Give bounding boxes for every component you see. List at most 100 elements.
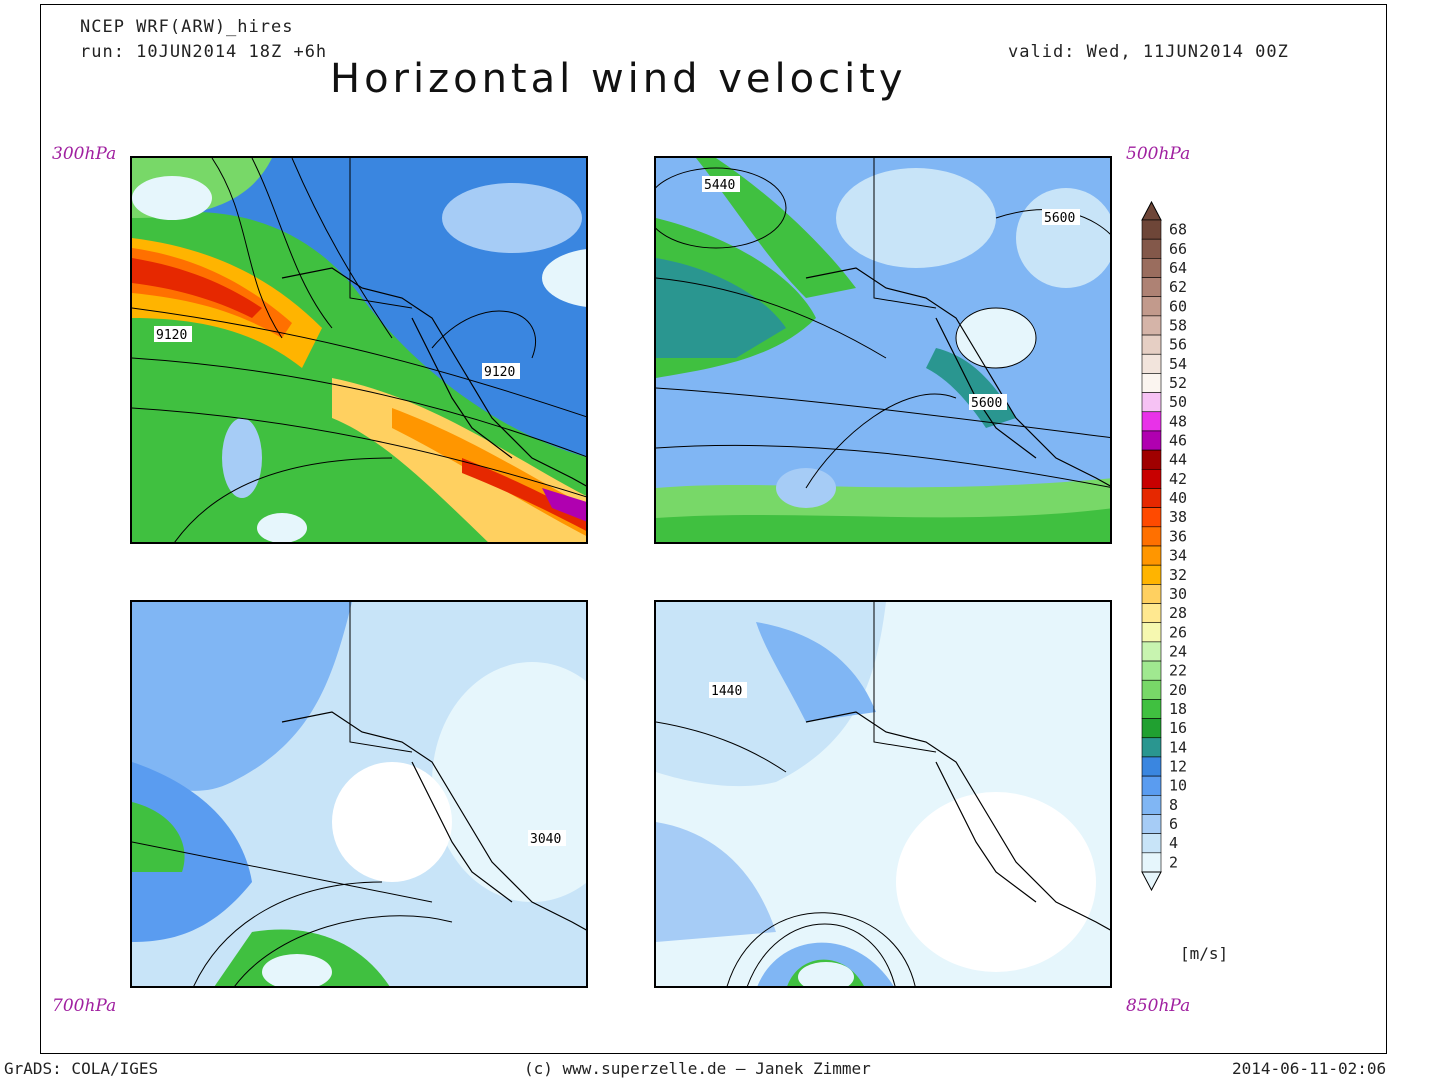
colorbar-swatch: [1141, 775, 1162, 796]
colorbar-swatch: [1141, 238, 1162, 259]
colorbar-swatch: [1141, 353, 1162, 374]
colorbar-swatch: [1141, 603, 1162, 624]
colorbar-tick-label: 60: [1169, 297, 1187, 315]
colorbar-tick-label: 14: [1169, 738, 1187, 756]
colorbar-tick-label: 66: [1169, 240, 1187, 258]
colorbar-swatch: [1141, 315, 1162, 336]
plot-frame: [40, 4, 1387, 1054]
colorbar-swatch: [1141, 584, 1162, 604]
map-panel-500hpa: 5440 5600 5600: [654, 156, 1112, 544]
colorbar-swatch: [1141, 258, 1162, 278]
colorbar-swatch: [1141, 641, 1162, 662]
wind-field-850hpa: 1440: [656, 602, 1110, 986]
colorbar-tick-label: 64: [1169, 259, 1187, 277]
colorbar-swatch: [1141, 296, 1162, 317]
colorbar-swatch: [1141, 507, 1162, 528]
colorbar-swatch: [1141, 852, 1162, 873]
map-panel-300hpa: 9120 9120: [130, 156, 588, 544]
colorbar-tick-label: 42: [1169, 470, 1187, 488]
colorbar-tick-label: 38: [1169, 508, 1187, 526]
colorbar: 68 66 64 62 60 58 56 54 52 50 48 46 44 42 40 38 36 34 32 30…: [1140, 200, 1250, 900]
colorbar-tick-label: 8: [1169, 796, 1178, 814]
map-panel-850hpa: 1440: [654, 600, 1112, 988]
colorbar-tick-label: 2: [1169, 853, 1178, 871]
level-label-700: 700hPa: [52, 996, 117, 1016]
footer-software: GrADS: COLA/IGES: [4, 1059, 159, 1078]
level-label-500: 500hPa: [1126, 144, 1191, 164]
colorbar-swatch: [1141, 814, 1162, 834]
colorbar-arrow-top: [1141, 200, 1162, 221]
contour-label-9120-west: 9120: [156, 328, 187, 343]
colorbar-swatch: [1141, 794, 1162, 815]
colorbar-tick-label: 52: [1169, 374, 1187, 392]
colorbar-tick-label: 26: [1169, 623, 1187, 641]
level-label-300: 300hPa: [52, 144, 117, 164]
colorbar-swatch: [1141, 622, 1162, 643]
colorbar-tick-label: 54: [1169, 355, 1187, 373]
colorbar-swatch: [1141, 468, 1162, 489]
model-name: NCEP WRF(ARW)_hires: [80, 17, 294, 37]
colorbar-tick-label: 20: [1169, 681, 1187, 699]
colorbar-swatch: [1141, 488, 1162, 508]
colorbar-swatch: [1141, 334, 1162, 355]
colorbar-swatch: [1141, 430, 1162, 451]
colorbar-tick-label: 18: [1169, 700, 1187, 718]
wind-field-700hpa: 3040: [132, 602, 586, 986]
run-info: run: 10JUN2014 18Z +6h: [80, 42, 328, 62]
colorbar-arrow-bottom: [1141, 871, 1162, 892]
colorbar-tick-label: 68: [1169, 221, 1187, 239]
colorbar-scale: 6866646260585654525048464442403836343230…: [1141, 200, 1187, 892]
contour-label-5600-south: 5600: [971, 396, 1002, 411]
colorbar-tick-label: 22: [1169, 662, 1187, 680]
colorbar-swatch: [1141, 392, 1162, 413]
colorbar-swatch: [1141, 277, 1162, 298]
footer-copyright: (c) www.superzelle.de – Janek Zimmer: [524, 1059, 871, 1078]
colorbar-tick-label: 4: [1169, 834, 1178, 852]
colorbar-swatch: [1141, 699, 1162, 719]
colorbar-tick-label: 62: [1169, 278, 1187, 296]
contour-label-9120-east: 9120: [484, 365, 515, 380]
colorbar-tick-label: 6: [1169, 815, 1178, 833]
colorbar-swatch: [1141, 373, 1162, 393]
colorbar-unit: [m/s]: [1180, 944, 1229, 963]
page-title: Horizontal wind velocity: [330, 56, 907, 102]
colorbar-swatch: [1141, 411, 1162, 432]
colorbar-swatch: [1141, 660, 1162, 681]
colorbar-tick-label: 44: [1169, 451, 1187, 469]
colorbar-swatch: [1141, 219, 1162, 240]
colorbar-swatch: [1141, 545, 1162, 566]
footer-timestamp: 2014-06-11-02:06: [1232, 1059, 1387, 1078]
contour-label-1440: 1440: [711, 684, 742, 699]
colorbar-tick-label: 16: [1169, 719, 1187, 737]
colorbar-swatch: [1141, 679, 1162, 700]
colorbar-tick-label: 58: [1169, 316, 1187, 334]
colorbar-tick-label: 48: [1169, 412, 1187, 430]
colorbar-tick-label: 30: [1169, 585, 1187, 603]
contour-label-5600-north: 5600: [1044, 211, 1075, 226]
level-label-850: 850hPa: [1126, 996, 1191, 1016]
colorbar-swatch: [1141, 526, 1162, 547]
colorbar-tick-label: 28: [1169, 604, 1187, 622]
colorbar-swatch: [1141, 718, 1162, 739]
colorbar-tick-label: 32: [1169, 566, 1187, 584]
wind-field-300hpa: 9120 9120: [132, 158, 586, 542]
contour-label-5440: 5440: [704, 178, 735, 193]
contour-label-3040: 3040: [530, 832, 561, 847]
colorbar-swatch: [1141, 833, 1162, 854]
colorbar-tick-label: 56: [1169, 336, 1187, 354]
colorbar-tick-label: 10: [1169, 777, 1187, 795]
colorbar-swatch: [1141, 737, 1162, 758]
map-panel-700hpa: 3040: [130, 600, 588, 988]
colorbar-tick-label: 50: [1169, 393, 1187, 411]
wind-field-500hpa: 5440 5600 5600: [656, 158, 1110, 542]
colorbar-tick-label: 40: [1169, 489, 1187, 507]
colorbar-tick-label: 12: [1169, 758, 1187, 776]
colorbar-swatch: [1141, 756, 1162, 777]
colorbar-tick-label: 46: [1169, 432, 1187, 450]
colorbar-tick-label: 24: [1169, 642, 1187, 660]
colorbar-tick-label: 36: [1169, 527, 1187, 545]
colorbar-swatch: [1141, 564, 1162, 585]
colorbar-swatch: [1141, 449, 1162, 470]
valid-time: valid: Wed, 11JUN2014 00Z: [1008, 42, 1289, 62]
colorbar-tick-label: 34: [1169, 547, 1187, 565]
